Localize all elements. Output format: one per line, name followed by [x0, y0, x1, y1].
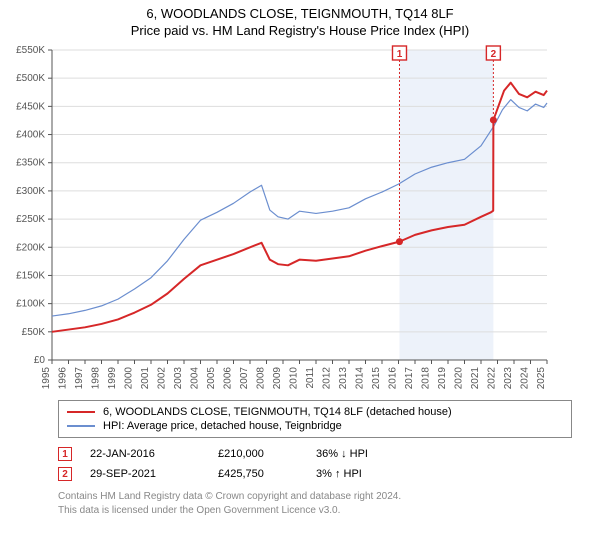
xtick-label: 2007	[239, 367, 250, 390]
ytick-label: £300K	[16, 186, 45, 197]
xtick-label: 2018	[421, 367, 432, 390]
xtick-label: 2003	[173, 367, 184, 390]
xtick-label: 2015	[371, 367, 382, 390]
chart-container: 6, WOODLANDS CLOSE, TEIGNMOUTH, TQ14 8LF…	[0, 0, 600, 560]
legend-swatch	[67, 411, 95, 414]
xtick-label: 2019	[437, 367, 448, 390]
xtick-label: 2005	[206, 367, 217, 390]
xtick-label: 2013	[338, 367, 349, 390]
footer-line-2: This data is licensed under the Open Gov…	[58, 504, 572, 518]
xtick-label: 2008	[256, 367, 267, 390]
data-row-tag: 1	[58, 447, 72, 461]
data-row-price: £425,750	[218, 468, 298, 480]
xtick-label: 2011	[305, 367, 316, 389]
xtick-label: 1997	[74, 367, 85, 390]
data-row-date: 22-JAN-2016	[90, 448, 200, 460]
xtick-label: 2000	[124, 367, 135, 390]
xtick-label: 2004	[190, 367, 201, 390]
marker-tag-text-1: 1	[397, 49, 403, 60]
xtick-label: 2002	[157, 367, 168, 390]
ytick-label: £550K	[16, 45, 45, 56]
xtick-label: 1998	[91, 367, 102, 390]
ytick-label: £250K	[16, 214, 45, 225]
legend-label: 6, WOODLANDS CLOSE, TEIGNMOUTH, TQ14 8LF…	[103, 406, 452, 418]
ytick-label: £350K	[16, 158, 45, 169]
xtick-label: 2006	[223, 367, 234, 390]
footer-attribution: Contains HM Land Registry data © Crown c…	[58, 490, 572, 517]
xtick-label: 2024	[520, 367, 531, 390]
data-row-1: 2 29-SEP-2021 £425,750 3% ↑ HPI	[58, 464, 572, 484]
xtick-label: 2014	[355, 367, 366, 390]
xtick-label: 2009	[272, 367, 283, 390]
xtick-label: 2012	[322, 367, 333, 390]
xtick-label: 2010	[289, 367, 300, 390]
data-row-pct: 3% ↑ HPI	[316, 468, 446, 480]
marker-dot-1	[396, 238, 403, 245]
xtick-label: 2025	[536, 367, 547, 390]
data-row-price: £210,000	[218, 448, 298, 460]
ytick-label: £200K	[16, 242, 45, 253]
ytick-label: £500K	[16, 73, 45, 84]
marker-dot-2	[490, 117, 497, 124]
ytick-label: £150K	[16, 270, 45, 281]
xtick-label: 2023	[503, 367, 514, 390]
xtick-label: 2020	[454, 367, 465, 390]
data-row-0: 1 22-JAN-2016 £210,000 36% ↓ HPI	[58, 444, 572, 464]
legend-row-1: HPI: Average price, detached house, Teig…	[67, 419, 563, 433]
legend-swatch	[67, 425, 95, 428]
chart-plot-area: £0 £50K £100K £150K £200K £250K £300K £350K £400…	[0, 42, 600, 392]
chart-title: 6, WOODLANDS CLOSE, TEIGNMOUTH, TQ14 8LF	[0, 0, 600, 21]
data-row-date: 29-SEP-2021	[90, 468, 200, 480]
ytick-label: £100K	[16, 299, 45, 310]
xtick-label: 2021	[470, 367, 481, 390]
data-row-tag: 2	[58, 467, 72, 481]
footer-line-1: Contains HM Land Registry data © Crown c…	[58, 490, 572, 504]
ytick-label: £400K	[16, 130, 45, 141]
xtick-label: 2022	[487, 367, 498, 390]
chart-subtitle: Price paid vs. HM Land Registry's House …	[0, 21, 600, 42]
xtick-label: 1995	[41, 367, 52, 390]
xtick-label: 2017	[404, 367, 415, 390]
xtick-label: 1999	[107, 367, 118, 390]
data-table: 1 22-JAN-2016 £210,000 36% ↓ HPI 2 29-SEP-202…	[58, 444, 572, 484]
xtick-label: 2016	[388, 367, 399, 390]
ytick-label: £50K	[22, 327, 46, 338]
highlight-band	[399, 50, 493, 360]
legend-label: HPI: Average price, detached house, Teig…	[103, 420, 342, 432]
xtick-label: 2001	[140, 367, 151, 390]
legend-box: 6, WOODLANDS CLOSE, TEIGNMOUTH, TQ14 8LF…	[58, 400, 572, 438]
xtick-label: 1996	[58, 367, 69, 390]
ytick-label: £450K	[16, 101, 45, 112]
data-row-pct: 36% ↓ HPI	[316, 448, 446, 460]
ytick-label: £0	[34, 355, 46, 366]
marker-tag-text-2: 2	[491, 49, 497, 60]
legend-row-0: 6, WOODLANDS CLOSE, TEIGNMOUTH, TQ14 8LF…	[67, 405, 563, 419]
chart-svg: £0 £50K £100K £150K £200K £250K £300K £350K £400…	[0, 42, 560, 392]
